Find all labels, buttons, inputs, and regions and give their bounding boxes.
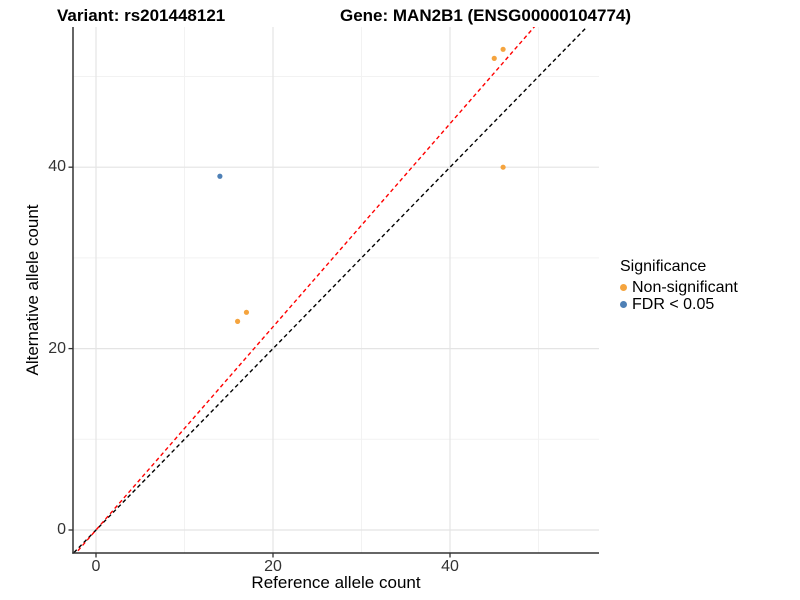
x-tick-label: 40 (441, 558, 459, 575)
legend-item: Non-significant (620, 279, 738, 296)
data-point (500, 164, 506, 170)
data-point (500, 46, 506, 52)
legend-title: Significance (620, 258, 707, 275)
legend-item: FDR < 0.05 (620, 296, 738, 313)
data-point (491, 55, 497, 61)
legend-dot-icon (620, 301, 627, 308)
identity-line (73, 27, 588, 553)
plot-title-variant: Variant: rs201448121 (57, 6, 226, 25)
data-point (243, 309, 250, 315)
legend-items: Non-significant FDR < 0.05 (620, 279, 738, 313)
legend: Significance Non-significant FDR < 0.05 (620, 257, 738, 313)
y-tick-label: 0 (57, 521, 66, 538)
legend-dot-icon (620, 284, 627, 291)
expected-ratio-line (75, 27, 536, 553)
y-tick-label: 20 (48, 339, 66, 357)
legend-item-label: Non-significant (632, 279, 738, 296)
x-tick-label: 0 (91, 558, 101, 575)
x-axis-label: Reference allele count (251, 573, 421, 592)
legend-item-label: FDR < 0.05 (632, 296, 715, 313)
data-point (235, 318, 241, 324)
data-point (217, 173, 223, 179)
plot-title-gene: Gene: MAN2B1 (ENSG00000104774) (340, 6, 632, 25)
y-tick-label: 40 (48, 158, 66, 176)
x-tick-label: 20 (264, 558, 282, 575)
